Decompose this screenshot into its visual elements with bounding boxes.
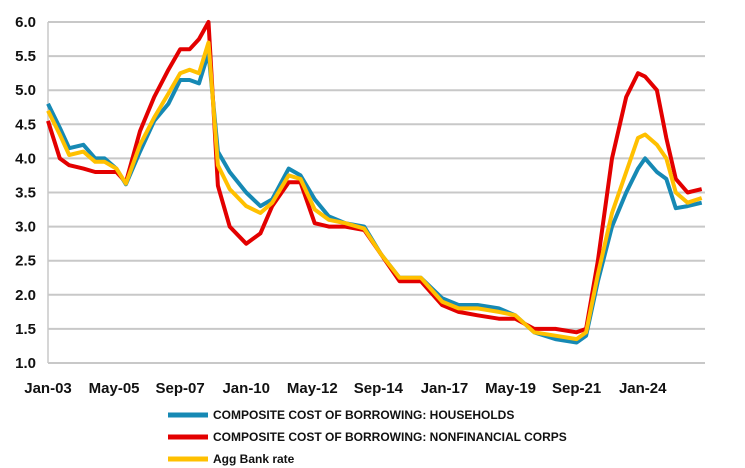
y-tick-label: 3.5	[15, 185, 36, 202]
x-tick-label: May-05	[89, 380, 140, 397]
x-tick-label: Sep-07	[156, 380, 205, 397]
series-line-2	[46, 40, 703, 342]
series-line-0	[46, 50, 703, 345]
legend-label: COMPOSITE COST OF BORROWING: HOUSEHOLDS	[213, 408, 514, 422]
y-tick-label: 2.0	[15, 287, 36, 304]
x-tick-label: Jan-10	[222, 380, 270, 397]
legend-label: COMPOSITE COST OF BORROWING: NONFINANCIA…	[213, 430, 567, 444]
x-tick-label: Sep-14	[354, 380, 404, 397]
x-tick-label: May-19	[485, 380, 536, 397]
x-tick-label: Jan-24	[619, 380, 667, 397]
y-tick-label: 1.5	[15, 321, 36, 338]
x-tick-label: Sep-21	[552, 380, 601, 397]
y-tick-label: 4.0	[15, 150, 36, 167]
x-tick-label: Jan-03	[24, 380, 72, 397]
y-tick-label: 6.0	[15, 14, 36, 31]
y-tick-label: 3.0	[15, 219, 36, 236]
y-tick-label: 5.0	[15, 82, 36, 99]
legend-label: Agg Bank rate	[213, 452, 295, 466]
y-tick-label: 2.5	[15, 253, 36, 270]
x-tick-label: May-12	[287, 380, 338, 397]
x-tick-label: Jan-17	[421, 380, 469, 397]
y-tick-label: 1.0	[15, 355, 36, 372]
series-line-1	[46, 20, 703, 335]
y-tick-label: 4.5	[15, 116, 36, 133]
y-tick-label: 5.5	[15, 48, 36, 65]
